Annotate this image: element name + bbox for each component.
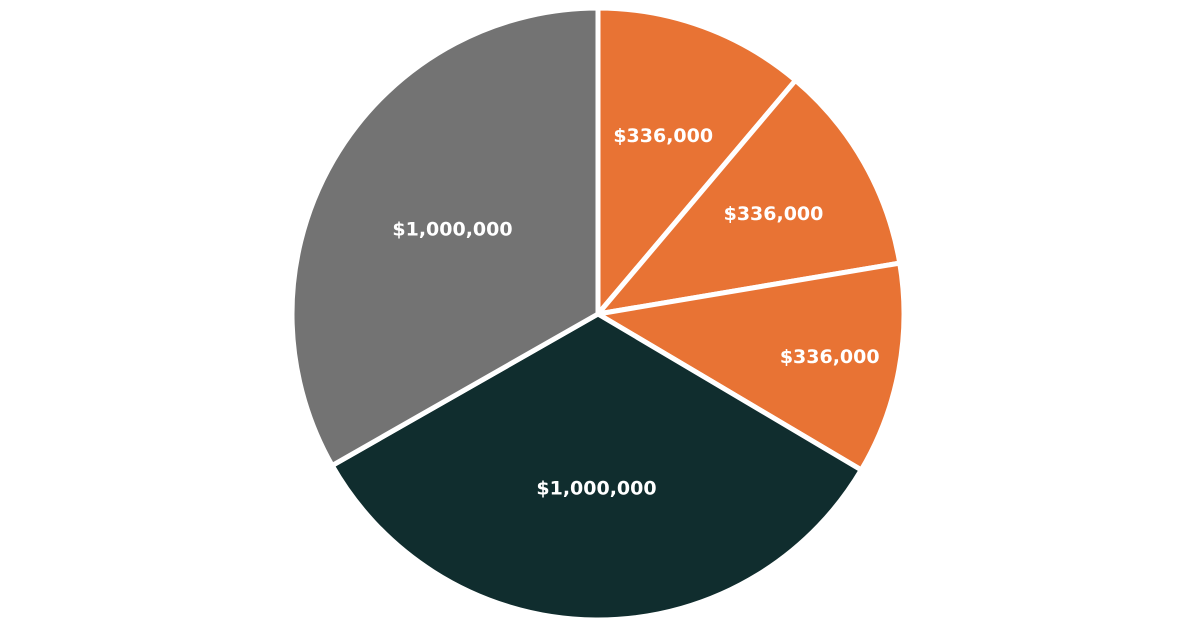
pie-slice-1-label: $336,000: [613, 125, 713, 147]
pie-labels: $336,000 $336,000 $336,000 $1,000,000 $1,000…: [392, 125, 879, 500]
pie-slice-2: [591, 76, 903, 318]
pie-slice-5-label: $1,000,000: [392, 218, 512, 240]
pie-slice-3: [590, 260, 907, 474]
pie-slice-3-label: $336,000: [780, 346, 880, 368]
pie-slice-4-label: $1,000,000: [536, 477, 656, 499]
pie-slice-5: [289, 5, 601, 469]
pie-slices: [289, 5, 907, 623]
pie-slice-1: [595, 5, 800, 321]
pie-slice-2-label: $336,000: [724, 203, 824, 225]
